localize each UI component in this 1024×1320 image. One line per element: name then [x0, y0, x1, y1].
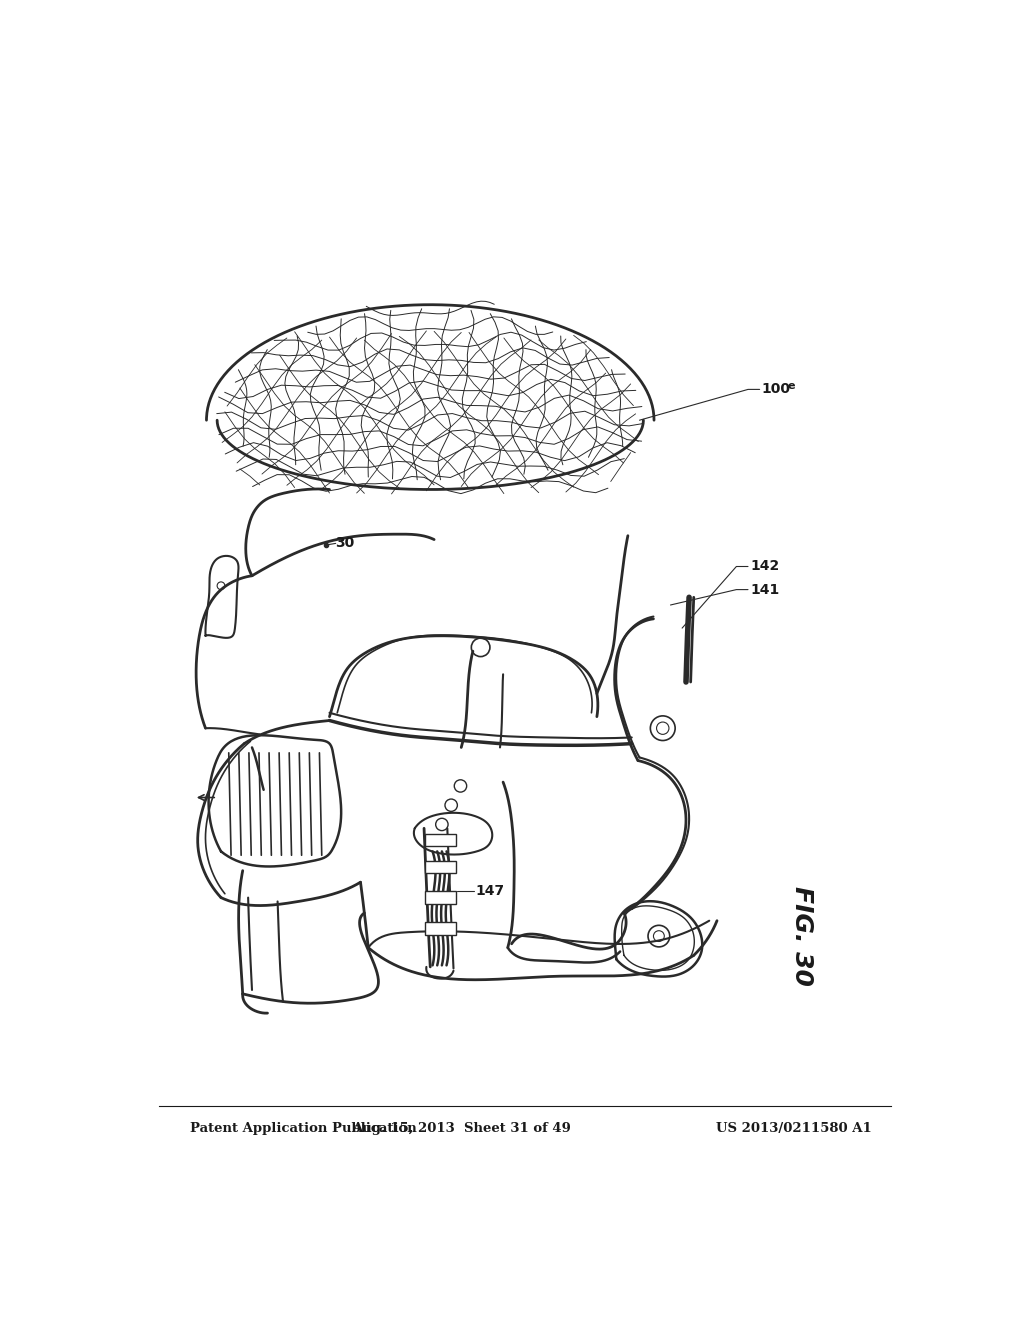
Bar [425, 861, 456, 873]
Bar [425, 923, 456, 935]
Text: 100: 100 [761, 383, 791, 396]
Bar [425, 834, 456, 846]
Text: 142: 142 [751, 560, 779, 573]
Text: 141: 141 [751, 582, 779, 597]
Text: US 2013/0211580 A1: US 2013/0211580 A1 [716, 1122, 872, 1135]
Text: 30: 30 [336, 536, 354, 550]
Text: Aug. 15, 2013  Sheet 31 of 49: Aug. 15, 2013 Sheet 31 of 49 [352, 1122, 570, 1135]
Text: e: e [787, 380, 795, 391]
Text: FIG. 30: FIG. 30 [791, 886, 814, 986]
Bar [425, 891, 456, 904]
Text: 147: 147 [475, 884, 505, 899]
Text: Patent Application Publication: Patent Application Publication [190, 1122, 417, 1135]
